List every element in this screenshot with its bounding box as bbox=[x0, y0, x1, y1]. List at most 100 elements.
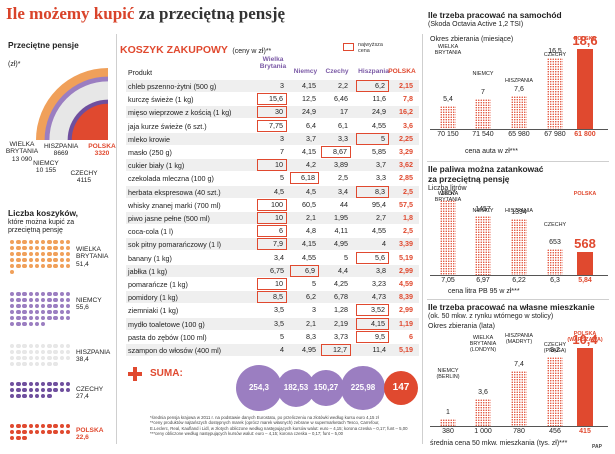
price-cell: 3,8 bbox=[376, 265, 386, 275]
bar bbox=[547, 357, 563, 426]
basket-dot bbox=[34, 394, 40, 399]
baskets-pl: POLSKA 22,6 bbox=[76, 427, 104, 442]
price-cell: 7,8 bbox=[403, 94, 413, 104]
price-cell: 4,95 bbox=[302, 345, 316, 354]
bar-price: 6,22 bbox=[512, 277, 526, 284]
price-cell: 4,5 bbox=[306, 186, 316, 196]
bar-label: HISZPANIA bbox=[504, 78, 534, 84]
bar bbox=[511, 218, 527, 275]
price-cell: 6,46 bbox=[334, 94, 348, 104]
basket-dot bbox=[34, 264, 40, 269]
basket-dot bbox=[10, 394, 15, 399]
baskets-de: NIEMCY 55,6 bbox=[76, 297, 102, 312]
bar-price: 7,05 bbox=[441, 277, 455, 284]
price-cell: 2,1 bbox=[306, 318, 316, 328]
basket-dot bbox=[10, 322, 15, 327]
row-band bbox=[126, 132, 419, 145]
price-cell: 5 bbox=[344, 252, 348, 262]
product-name: masło (250 g) bbox=[128, 148, 172, 157]
basket-dot bbox=[22, 362, 27, 367]
price-cell: 3,52 bbox=[356, 304, 389, 317]
price-cell: 2,19 bbox=[334, 318, 348, 328]
row-band bbox=[126, 80, 419, 92]
bar-price: 6,3 bbox=[550, 277, 560, 284]
price-cell: 4,4 bbox=[338, 265, 348, 275]
basket-dot bbox=[53, 382, 58, 387]
basket-dot bbox=[47, 310, 52, 315]
price-cell: 3 bbox=[280, 81, 284, 90]
basket-dot bbox=[22, 388, 27, 393]
basket-dot bbox=[47, 246, 52, 251]
basket-dot bbox=[34, 246, 40, 251]
bar-value: 568 bbox=[574, 236, 596, 252]
bar-price: 67 980 bbox=[544, 131, 566, 138]
product-name: mięso wieprzowe z kością (1 kg) bbox=[128, 108, 232, 118]
sum-bubble-4: 147 bbox=[383, 370, 419, 406]
fuel-title2: za przeciętną pensję bbox=[428, 174, 510, 184]
salary-arc-4 bbox=[71, 103, 108, 140]
bar bbox=[547, 58, 563, 129]
basket-dot bbox=[34, 292, 40, 297]
bar bbox=[577, 348, 593, 426]
basket-dot bbox=[10, 258, 15, 263]
basket-dot bbox=[47, 388, 52, 393]
row-band bbox=[126, 238, 419, 251]
product-name: sok pitny pomarańczowy (1 l) bbox=[128, 240, 222, 250]
bar-price: 780 bbox=[513, 428, 525, 435]
basket-dot bbox=[22, 310, 27, 315]
price-cell: 5,85 bbox=[372, 147, 386, 156]
price-cell: 100 bbox=[257, 198, 287, 211]
basket-dot bbox=[41, 316, 46, 321]
bar-label: WIELKA BRYTANIA bbox=[434, 191, 462, 203]
salary-title: Przeciętne pensje bbox=[8, 40, 79, 50]
basket-dot bbox=[41, 252, 46, 257]
basket-dot bbox=[53, 316, 58, 321]
price-cell: 8,67 bbox=[321, 146, 351, 158]
basket-dot bbox=[22, 356, 27, 361]
basket-dot bbox=[47, 304, 52, 309]
price-cell: 3,4 bbox=[274, 252, 284, 262]
price-cell: 6,9 bbox=[290, 264, 319, 277]
basket-dot bbox=[10, 264, 15, 269]
bar-price: 1 000 bbox=[474, 428, 492, 435]
bar-label: CZECHY bbox=[543, 222, 567, 228]
basket-dot bbox=[65, 258, 71, 263]
basket-dot bbox=[16, 322, 21, 327]
price-cell: 6,1 bbox=[338, 120, 348, 130]
price-cell: 3 bbox=[312, 305, 316, 315]
basket-dot bbox=[34, 298, 40, 303]
price-cell: 44 bbox=[340, 199, 348, 209]
basket-dot bbox=[16, 350, 21, 355]
basket-dot bbox=[59, 252, 64, 257]
divider-left bbox=[116, 34, 117, 444]
basket-dot bbox=[41, 388, 46, 393]
basket-dot bbox=[22, 350, 27, 355]
basket-dot bbox=[53, 298, 58, 303]
baskets-title: Liczba koszyków, bbox=[8, 208, 78, 218]
bar-price: 70 150 bbox=[437, 131, 459, 138]
legend-box bbox=[343, 43, 354, 51]
bar bbox=[547, 248, 563, 275]
bar bbox=[440, 200, 456, 275]
bar-label: WIELKA BRYTANIA (LONDYN) bbox=[469, 335, 497, 353]
basket-dot bbox=[47, 258, 52, 263]
price-cell: 2,25 bbox=[399, 133, 413, 143]
basket-dot bbox=[16, 436, 21, 441]
basket-dot bbox=[41, 310, 46, 315]
bar-price: 380 bbox=[442, 428, 454, 435]
price-cell: 4,15 bbox=[302, 147, 316, 156]
basket-dot bbox=[59, 298, 64, 303]
koszyk-title: KOSZYK ZAKUPOWY (ceny w zł)** bbox=[120, 44, 272, 56]
basket-dot bbox=[65, 240, 71, 245]
basket-dot bbox=[41, 246, 46, 251]
basket-dot bbox=[34, 388, 40, 393]
basket-dot bbox=[59, 388, 64, 393]
car-sub: (Skoda Octavia Active 1,2 TSI) bbox=[428, 21, 524, 28]
basket-dot bbox=[10, 382, 15, 387]
price-cell: 2,99 bbox=[399, 265, 413, 275]
basket-dot bbox=[28, 356, 33, 361]
basket-dot bbox=[47, 316, 52, 321]
bar-label: CZECHY (PRAGA) bbox=[543, 342, 567, 354]
bar-value: 1 bbox=[446, 408, 450, 416]
price-cell: 8,3 bbox=[306, 331, 316, 341]
